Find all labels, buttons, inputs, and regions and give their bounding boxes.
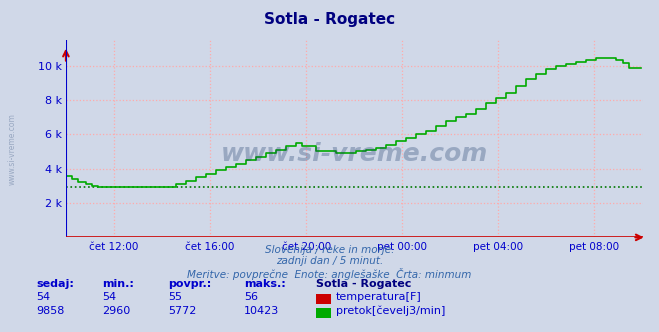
Text: sedaj:: sedaj: xyxy=(36,279,74,289)
Text: temperatura[F]: temperatura[F] xyxy=(336,292,422,302)
Text: www.si-vreme.com: www.si-vreme.com xyxy=(7,114,16,185)
Text: Sotla - Rogatec: Sotla - Rogatec xyxy=(316,279,412,289)
Text: zadnji dan / 5 minut.: zadnji dan / 5 minut. xyxy=(276,256,383,266)
Text: 54: 54 xyxy=(102,292,116,302)
Text: 9858: 9858 xyxy=(36,306,65,316)
Text: www.si-vreme.com: www.si-vreme.com xyxy=(221,142,488,166)
Text: 2960: 2960 xyxy=(102,306,130,316)
Text: 10423: 10423 xyxy=(244,306,279,316)
Text: Meritve: povprečne  Enote: anglešaške  Črta: minmum: Meritve: povprečne Enote: anglešaške Črt… xyxy=(187,268,472,280)
Text: 55: 55 xyxy=(168,292,182,302)
Text: maks.:: maks.: xyxy=(244,279,285,289)
Text: 56: 56 xyxy=(244,292,258,302)
Text: pretok[čevelj3/min]: pretok[čevelj3/min] xyxy=(336,305,445,316)
Text: Sotla - Rogatec: Sotla - Rogatec xyxy=(264,12,395,27)
Text: 54: 54 xyxy=(36,292,50,302)
Text: Slovenija / reke in morje.: Slovenija / reke in morje. xyxy=(265,245,394,255)
Text: 5772: 5772 xyxy=(168,306,196,316)
Text: min.:: min.: xyxy=(102,279,134,289)
Text: povpr.:: povpr.: xyxy=(168,279,212,289)
